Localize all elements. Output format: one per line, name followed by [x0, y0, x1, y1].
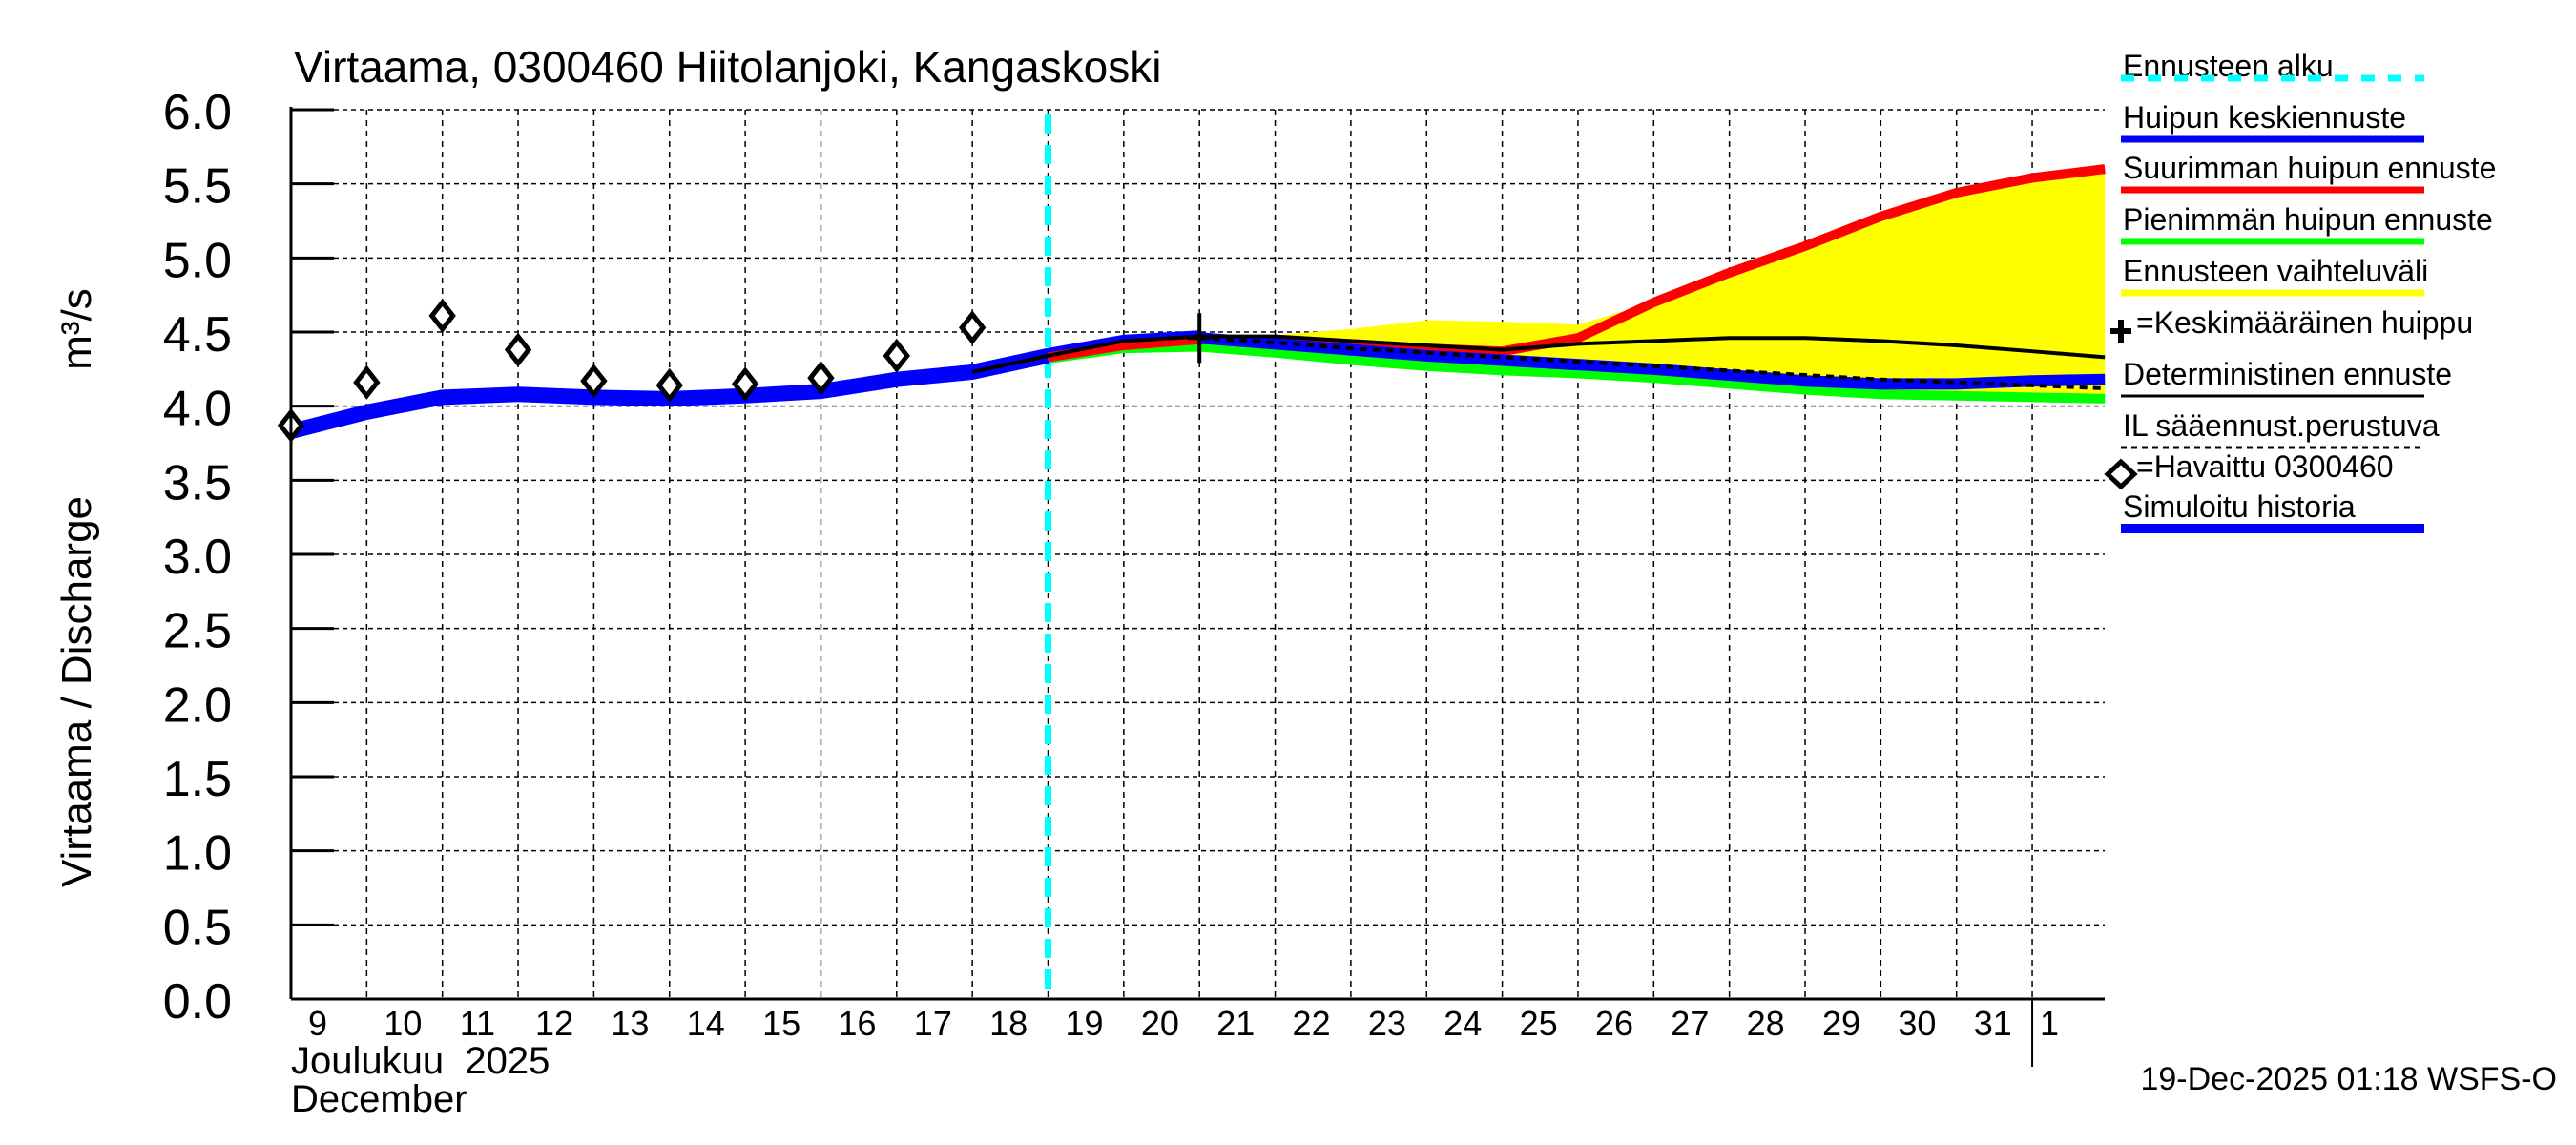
legend-label: Suurimman huipun ennuste: [2123, 151, 2496, 185]
x-tick-label: 31: [1974, 1004, 2012, 1043]
x-tick-label: 19: [1066, 1004, 1104, 1043]
x-tick-label: 18: [989, 1004, 1028, 1043]
x-tick-label: 28: [1747, 1004, 1785, 1043]
x-tick-label: 1: [2040, 1004, 2059, 1043]
x-tick-label: 23: [1368, 1004, 1406, 1043]
y-tick-label: 2.5: [163, 604, 232, 659]
observed-point: [731, 366, 759, 402]
y-tick-label: 2.0: [163, 677, 232, 733]
x-tick-label: 9: [308, 1004, 327, 1043]
observed-point: [655, 367, 683, 403]
chart-title: Virtaama, 0300460 Hiitolanjoki, Kangasko…: [294, 42, 1161, 92]
y-tick-label: 4.5: [163, 307, 232, 363]
x-tick-label: 29: [1822, 1004, 1860, 1043]
x-tick-label: 17: [914, 1004, 952, 1043]
observed-point: [428, 298, 456, 333]
mean-peak-marker: [1188, 313, 1212, 364]
x-tick-label: 21: [1216, 1004, 1255, 1043]
x-tick-label: 24: [1444, 1004, 1482, 1043]
y-tick-label: 5.5: [163, 159, 232, 215]
legend-label: Pienimmän huipun ennuste: [2123, 202, 2493, 237]
observed-point: [504, 332, 532, 367]
x-month-label-fi: Joulukuu 2025: [291, 1040, 550, 1082]
y-tick-label: 0.0: [163, 974, 232, 1030]
observed-point: [958, 310, 987, 345]
y-tick-label: 4.0: [163, 382, 232, 437]
y-axis-label: Virtaama / Discharge: [53, 496, 100, 887]
y-tick-label: 0.5: [163, 900, 232, 955]
x-tick-label: 12: [535, 1004, 573, 1043]
x-tick-label: 10: [384, 1004, 422, 1043]
x-tick-label: 27: [1671, 1004, 1709, 1043]
x-tick-label: 26: [1595, 1004, 1633, 1043]
y-tick-label: 6.0: [163, 85, 232, 140]
series-lines: [289, 114, 2106, 999]
observed-point: [580, 364, 608, 399]
y-tick-label: 5.0: [163, 233, 232, 288]
x-tick-label: 15: [762, 1004, 800, 1043]
observed-point: [807, 361, 835, 396]
legend-label: =Keskimääräinen huippu: [2136, 305, 2473, 340]
series-min-forecast: [1047, 342, 2106, 404]
x-tick-label: 30: [1898, 1004, 1936, 1043]
legend-label: Ennusteen vaihteluväli: [2123, 254, 2428, 288]
y-tick-label: 1.5: [163, 752, 232, 807]
x-tick-label: 13: [611, 1004, 649, 1043]
y-tick-label: 1.0: [163, 826, 232, 882]
observed-point: [883, 338, 910, 373]
series-deterministic: [971, 334, 2106, 374]
x-tick-label: 25: [1520, 1004, 1558, 1043]
legend-plus-icon: [2110, 320, 2131, 343]
legend-label: Simuloitu historia: [2123, 489, 2356, 524]
legend-label: Deterministinen ennuste: [2123, 357, 2452, 391]
y-tick-label: 3.0: [163, 530, 232, 585]
series-il-forecast: [1199, 336, 2106, 391]
observed-point: [353, 364, 381, 400]
y-axis-unit: m³/s: [53, 288, 100, 370]
x-tick-label: 20: [1141, 1004, 1179, 1043]
x-tick-label: 14: [687, 1004, 725, 1043]
legend-diamond-icon: [2104, 458, 2138, 490]
x-month-label-en: December: [291, 1078, 467, 1120]
legend-label: IL sääennust.perustuva: [2123, 408, 2440, 443]
axes: 0.0 0.5 1.0 1.5 2.0 2.5 3.0 3.5 4.0 4.5 5.0 5.5 6.0 9…: [163, 85, 2105, 1067]
x-tick-label: 11: [460, 1004, 495, 1043]
legend-label: Huipun keskiennuste: [2123, 100, 2406, 135]
x-tick-label: 22: [1293, 1004, 1331, 1043]
footer-timestamp: 19-Dec-2025 01:18 WSFS-O: [2140, 1061, 2557, 1097]
legend-label: =Havaittu 0300460: [2136, 449, 2394, 484]
x-tick-label: 16: [838, 1004, 876, 1043]
y-tick-label: 3.5: [163, 455, 232, 510]
